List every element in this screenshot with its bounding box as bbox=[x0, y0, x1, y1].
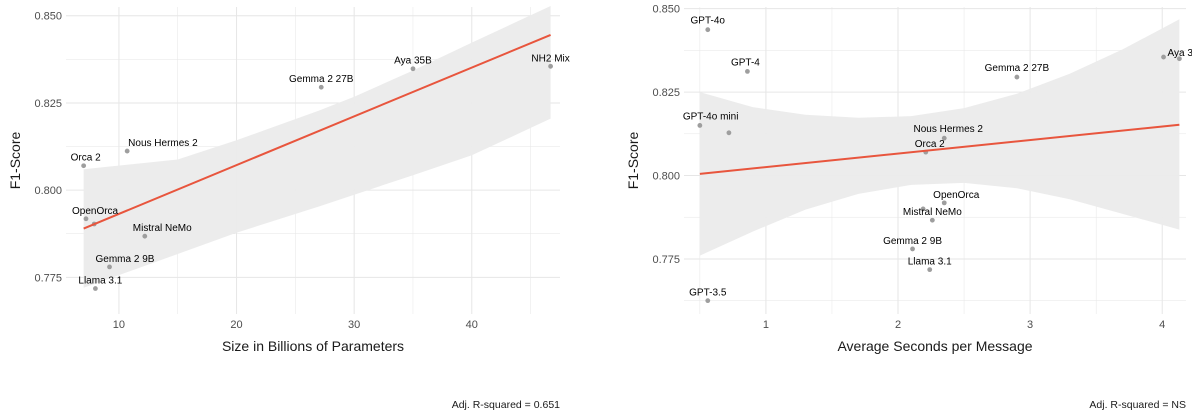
y-tick-label: 0.775 bbox=[34, 272, 62, 284]
x-tick-label: 1 bbox=[763, 319, 769, 331]
point-label: Mistral NeMo bbox=[903, 207, 962, 218]
data-point bbox=[83, 216, 89, 222]
point-label: OpenOrca bbox=[933, 190, 980, 201]
data-point bbox=[1161, 54, 1166, 60]
x-tick-label: 30 bbox=[348, 319, 360, 331]
point-label: GPT-3.5 bbox=[689, 288, 727, 299]
caption: Adj. R-squared = NS bbox=[1089, 399, 1186, 411]
point-label: Aya 35B bbox=[1168, 48, 1192, 59]
x-tick-label: 4 bbox=[1159, 319, 1165, 331]
data-point bbox=[548, 63, 553, 69]
point-label: NH2 Mix bbox=[531, 53, 569, 64]
y-axis-title: F1-Score bbox=[7, 132, 23, 190]
point-label: Orca 2 bbox=[71, 153, 101, 164]
data-point bbox=[927, 267, 933, 273]
point-label: Gemma 2 9B bbox=[96, 254, 155, 265]
data-point bbox=[705, 27, 711, 33]
x-tick-label: 40 bbox=[466, 319, 478, 331]
data-point bbox=[410, 66, 416, 72]
regression-line bbox=[699, 123, 1180, 175]
point-label: Nous Hermes 2 bbox=[914, 124, 984, 135]
caption: Adj. R-squared = 0.651 bbox=[452, 399, 560, 411]
data-point bbox=[81, 163, 87, 169]
data-point bbox=[93, 286, 98, 291]
confidence-band bbox=[699, 19, 1180, 256]
data-point bbox=[910, 246, 915, 252]
x-tick-label: 3 bbox=[1027, 319, 1033, 331]
x-axis-title: Average Seconds per Message bbox=[837, 338, 1032, 354]
point-label: Gemma 2 27B bbox=[985, 63, 1050, 74]
y-tick-label: 0.825 bbox=[34, 98, 62, 110]
data-point bbox=[726, 130, 732, 136]
x-tick-label: 2 bbox=[895, 319, 901, 331]
y-axis-title: F1-Score bbox=[625, 132, 641, 190]
point-label: Orca 2 bbox=[915, 139, 945, 150]
y-tick-label: 0.775 bbox=[652, 254, 680, 266]
point-label: Llama 3.1 bbox=[78, 276, 122, 287]
chart-size-vs-f1: Orca 2 Nous Hermes 2 OpenOrca Mistral NeMo G… bbox=[7, 6, 570, 411]
data-point bbox=[705, 298, 711, 304]
point-label: Mistral NeMo bbox=[133, 223, 192, 234]
data-point bbox=[941, 200, 947, 206]
y-tick-label: 0.800 bbox=[34, 185, 62, 197]
data-point bbox=[929, 217, 935, 223]
point-label: GPT-4o mini bbox=[683, 111, 739, 122]
data-point bbox=[941, 135, 947, 141]
data-point bbox=[1014, 74, 1020, 80]
data-point bbox=[124, 148, 130, 154]
data-point bbox=[107, 264, 112, 270]
y-tick-label: 0.825 bbox=[652, 87, 680, 99]
data-point bbox=[745, 69, 750, 74]
y-tick-label: 0.800 bbox=[652, 171, 680, 183]
point-label: Aya 35B bbox=[394, 56, 432, 67]
point-label: Gemma 2 27B bbox=[289, 74, 354, 85]
data-point bbox=[920, 206, 926, 212]
point-label: GPT-4o bbox=[691, 16, 726, 27]
point-label: OpenOrca bbox=[72, 206, 119, 217]
x-tick-label: 10 bbox=[113, 319, 125, 331]
data-point bbox=[318, 84, 324, 90]
point-label: Nous Hermes 2 bbox=[128, 138, 198, 149]
confidence-band bbox=[83, 6, 551, 288]
regression-line bbox=[83, 33, 551, 230]
point-label: Llama 3.1 bbox=[908, 257, 952, 268]
x-axis-title: Size in Billions of Parameters bbox=[222, 338, 404, 354]
point-label: Gemma 2 9B bbox=[883, 236, 942, 247]
y-tick-label: 0.850 bbox=[652, 4, 680, 16]
data-point bbox=[142, 233, 148, 239]
data-point bbox=[1176, 56, 1182, 62]
chart-seconds-vs-f1: GPT-4o GPT-4 GPT-4o mini Gemma 2 27B Aya 35B… bbox=[625, 4, 1192, 411]
point-label: GPT-4 bbox=[731, 57, 760, 68]
x-tick-label: 20 bbox=[230, 319, 242, 331]
data-point bbox=[697, 123, 703, 128]
y-tick-label: 0.850 bbox=[34, 11, 62, 23]
